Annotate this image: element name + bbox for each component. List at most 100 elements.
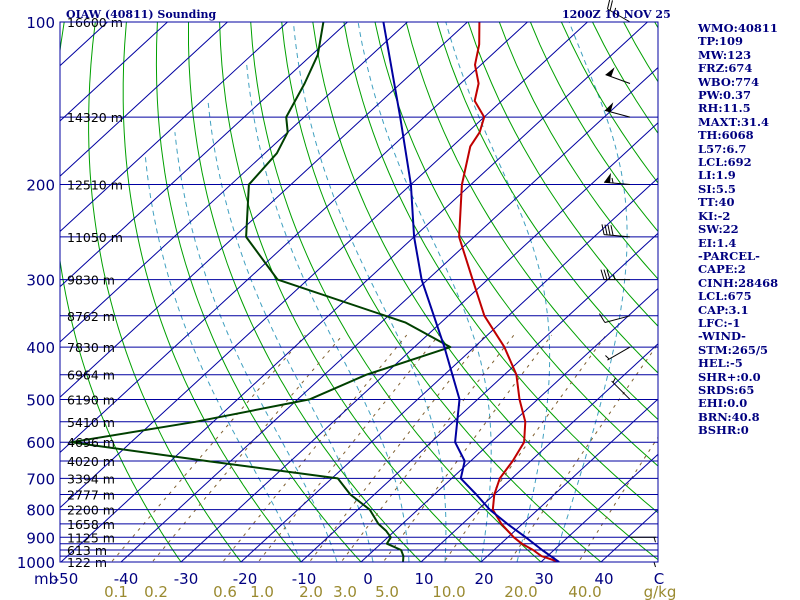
temperature-profile [458,22,560,562]
isotherm-line [240,177,658,562]
temperature-tick-label: 20 [474,570,493,588]
index-line: SW:22 [698,222,739,237]
moist-adiabat-line [246,64,410,562]
sounding-profiles [70,22,560,562]
wind-barb [605,346,631,361]
temperature-tick-label: 30 [534,570,553,588]
index-line: RH:11.5 [698,101,751,116]
pressure-tick-label: 100 [26,14,55,32]
isotherm-line [60,22,228,177]
index-line: -PARCEL- [698,248,760,263]
height-label: 1658 m [67,517,115,532]
index-line: LCL:675 [698,289,752,304]
temperature-tick-label: 0 [363,570,373,588]
index-line: SRDS:65 [698,382,755,397]
height-label: 2200 m [67,503,115,518]
index-line: WBO:774 [698,74,760,89]
mixing-ratio-tick-label: 0.1 [104,583,128,600]
height-label: 3394 m [67,471,115,486]
index-line: BRN:40.8 [698,409,760,424]
mixing-ratio-line [308,334,486,562]
wind-barb [611,377,631,400]
index-line: L57:6.7 [698,141,747,156]
height-label: 4020 m [67,454,115,469]
isotherm-line [60,22,648,562]
height-label: 12510 m [67,178,123,193]
mixing-ratio-line [578,436,658,562]
mixing-ratio-tick-label: 0.2 [144,583,168,600]
index-line: TP:109 [698,34,744,49]
wind-barb [601,224,631,238]
isotherm-line [300,232,658,562]
mixing-ratio-tick-label: 20.0 [504,583,537,600]
height-label: 11050 m [67,230,123,245]
dry-adiabat-line [498,22,658,280]
temperature-tick-label: -30 [174,570,199,588]
height-label: 1125 m [67,530,115,545]
pressure-tick-label: 200 [26,177,55,195]
index-line: EHI:0.0 [698,396,748,411]
pressure-tick-label: 600 [26,434,55,452]
isotherm-line [420,343,658,562]
height-label: 8762 m [67,309,115,324]
isotherm-line [60,22,528,454]
index-line: SHR+:0.0 [698,369,761,384]
pressure-tick-label: 1000 [17,554,55,572]
dry-adiabat-line [343,22,658,514]
mixing-ratio-tick-label: 2.0 [299,583,323,600]
mixing-ratio-line [340,334,515,562]
index-line: EI:1.4 [698,235,737,250]
mixing-ratio-tick-label: 10.0 [432,583,465,600]
height-label: 6964 m [67,368,115,383]
dry-adiabat-line [219,22,482,562]
isotherm-line [60,22,348,288]
wind-barb [600,269,630,281]
temperature-tick-label: 40 [594,570,613,588]
index-line: TT:40 [698,195,735,210]
index-line: TH:6068 [698,128,754,143]
height-label: 6190 m [67,392,115,407]
isotherm-line [60,22,408,343]
index-line: CAPE:2 [698,262,746,277]
mixing-ratio-tick-label: 3.0 [333,583,357,600]
temperature-tick-label: -50 [54,570,79,588]
dry-adiabats [60,22,658,562]
isotherm-line [480,398,658,562]
mixing-ratio-tick-label: 1.0 [250,583,274,600]
index-line: LFC:-1 [698,315,741,330]
mixing-ratio-line [222,334,408,562]
index-line: HEL:-5 [698,356,743,371]
index-line: PW:0.37 [698,88,752,103]
index-line: CAP:3.1 [698,302,749,317]
dry-adiabat-line [60,22,182,562]
temperature-tick-label: -10 [292,570,317,588]
isotherm-line [60,22,588,509]
wind-barbs [598,0,656,568]
moist-adiabat-line [207,100,374,562]
mixing-ratio-line [151,334,343,562]
pressure-unit-label: mb [34,570,58,588]
dry-adiabat-line [467,22,658,327]
wind-barb [606,0,631,23]
height-label: 4696 m [67,435,115,450]
mixing-ratio-tick-label: 40.0 [568,583,601,600]
mixing-ratio-tick-label: 0.6 [213,583,237,600]
mixing-ratio-line [443,334,607,562]
index-line: MW:123 [698,47,752,62]
pressure-tick-label: 500 [26,391,55,409]
index-line: FRZ:674 [698,61,753,76]
dry-adiabat-line [405,22,658,421]
pressure-tick-label: 700 [26,470,55,488]
wind-barb [605,67,631,84]
pressure-tick-label: 800 [26,502,55,520]
index-line: WMO:40811 [698,21,778,35]
dry-adiabat-line [312,22,658,561]
height-label: 7830 m [67,340,115,355]
isotherm-line [180,122,658,562]
index-line: KI:-2 [698,208,731,223]
index-line: BSHR:0 [698,423,749,438]
height-label: 9830 m [67,273,115,288]
isobars [60,21,658,563]
index-line: STM:265/5 [698,342,769,357]
